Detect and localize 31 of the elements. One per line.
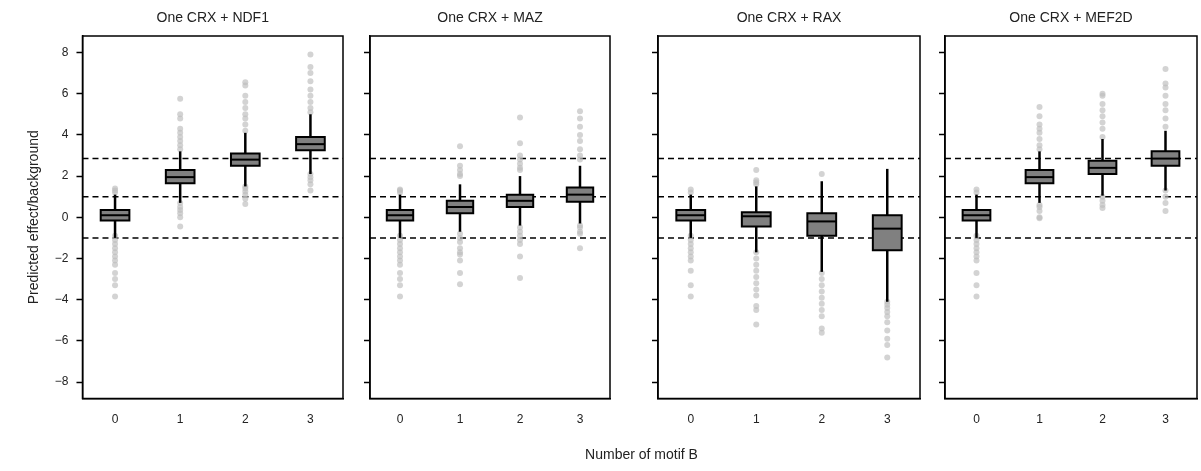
x-tick-label: 3 xyxy=(307,412,315,427)
y-tick-label: 0 xyxy=(61,209,69,224)
y-tick-label: −8 xyxy=(54,374,69,389)
x-tick-label: 0 xyxy=(396,412,404,427)
y-tick-label: −2 xyxy=(54,250,69,265)
chart-title: One CRX + NDF1 xyxy=(156,8,270,25)
chart-title: One CRX + MEF2D xyxy=(1009,8,1133,25)
x-tick-label: 1 xyxy=(456,412,464,427)
x-tick-label: 3 xyxy=(883,412,891,427)
x-tick-label: 1 xyxy=(1036,412,1044,427)
x-tick-label: 1 xyxy=(752,412,760,427)
y-tick-label: 8 xyxy=(61,44,69,59)
y-tick-label: 4 xyxy=(61,127,69,142)
x-tick-label: 1 xyxy=(176,412,184,427)
chart-title: One CRX + MAZ xyxy=(437,8,544,25)
x-tick-label: 3 xyxy=(576,412,584,427)
x-tick-label: 3 xyxy=(1162,412,1170,427)
x-tick-label: 0 xyxy=(973,412,981,427)
y-tick-label: −4 xyxy=(54,292,69,307)
x-tick-label: 2 xyxy=(241,412,249,427)
chart-title: One CRX + RAX xyxy=(736,8,842,25)
x-tick-label: 2 xyxy=(1099,412,1107,427)
x-tick-label: 0 xyxy=(687,412,695,427)
x-tick-label: 0 xyxy=(111,412,119,427)
y-tick-label: −6 xyxy=(54,333,69,348)
y-axis-title: Predicted effect/background xyxy=(25,130,42,305)
x-tick-label: 2 xyxy=(818,412,826,427)
y-tick-label: 2 xyxy=(61,168,69,183)
y-tick-label: 6 xyxy=(61,86,69,100)
x-axis-title: Number of motif B xyxy=(584,446,699,462)
x-tick-label: 2 xyxy=(516,412,524,427)
